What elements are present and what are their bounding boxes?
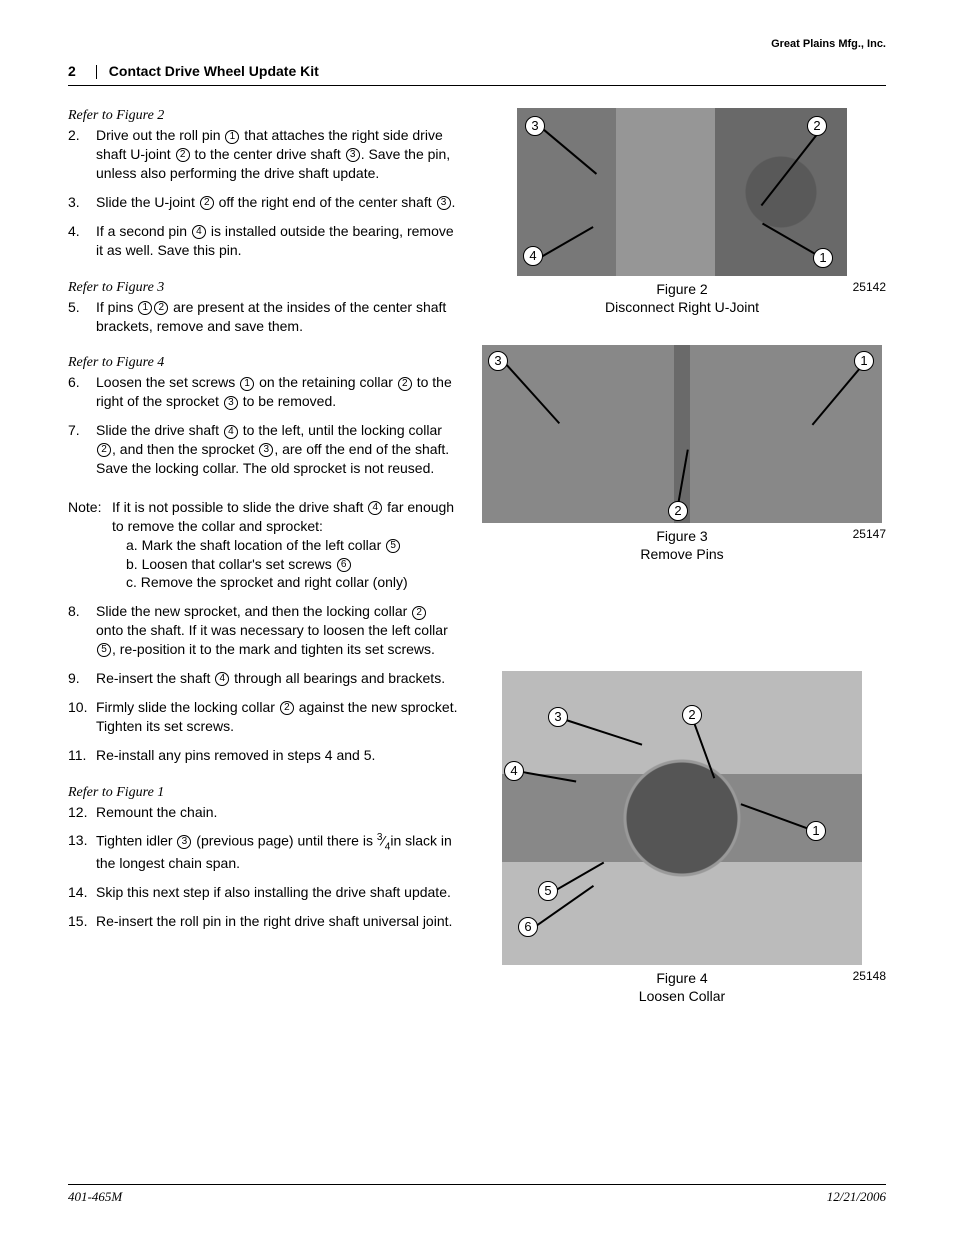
figure-image: 3 1 2 [482,345,882,523]
page-header: 2 Contact Drive Wheel Update Kit [68,63,886,79]
note-block: Note:If it is not possible to slide the … [68,498,458,592]
step-text: Slide the new sprocket, and then the loc… [96,602,458,659]
refer-line: Refer to Figure 2 [68,108,458,124]
figure-number: Figure 4 [478,969,886,987]
step-item: 3.Slide the U-joint 2 off the right end … [68,193,458,212]
header-separator [96,65,97,79]
callout-5: 5 [538,881,558,901]
step-number: 4. [68,222,96,260]
step-item: 6.Loosen the set screws 1 on the retaini… [68,373,458,411]
note-text: If it is not possible to slide the drive… [112,498,458,592]
figure-image: 3 2 4 1 56 [502,671,862,965]
step-list: 6.Loosen the set screws 1 on the retaini… [68,373,458,477]
figure-number: Figure 3 [478,527,886,545]
callout-1: 1 [854,351,874,371]
figure-number: Figure 2 [478,280,886,298]
step-number: 14. [68,883,96,902]
figure-caption: Figure 4Loosen Collar 25148 [478,969,886,1005]
step-number: 2. [68,126,96,183]
step-number: 5. [68,298,96,336]
doc-number: 401-465M [68,1189,122,1205]
footer-rule [68,1184,886,1185]
page-number: 2 [68,63,88,79]
figure-title: Disconnect Right U-Joint [478,298,886,316]
callout-2: 2 [668,501,688,521]
doc-title: Contact Drive Wheel Update Kit [109,63,319,79]
step-number: 9. [68,669,96,688]
figure-column: 3241Figure 2Disconnect Right U-Joint2514… [468,108,886,1033]
step-number: 13. [68,831,96,873]
figure-box: 3241 Figure 2Disconnect Right U-Joint 2514… [478,108,886,316]
step-text: Firmly slide the locking collar 2 agains… [96,698,458,736]
step-number: 10. [68,698,96,736]
step-number: 7. [68,421,96,478]
refer-line: Refer to Figure 4 [68,355,458,371]
step-text: Tighten idler 3 (previous page) until th… [96,831,458,873]
refer-line: Refer to Figure 1 [68,785,458,801]
step-list: 8.Slide the new sprocket, and then the l… [68,602,458,764]
step-text: Slide the drive shaft 4 to the left, unt… [96,421,458,478]
note-sub: a. Mark the shaft location of the left c… [112,536,458,555]
step-list: 2.Drive out the roll pin 1 that attaches… [68,126,458,259]
step-item: 11.Re-install any pins removed in steps … [68,746,458,765]
callout-1: 1 [806,821,826,841]
note-sub: c. Remove the sprocket and right collar … [112,573,458,592]
step-item: 10.Firmly slide the locking collar 2 aga… [68,698,458,736]
figure-code: 25142 [853,280,886,296]
step-number: 6. [68,373,96,411]
step-text: If pins 12 are present at the insides of… [96,298,458,336]
text-column: Refer to Figure 2 2.Drive out the roll pi… [68,108,468,1033]
step-item: 13.Tighten idler 3 (previous page) until… [68,831,458,873]
company-name: Great Plains Mfg., Inc. [771,38,886,50]
step-number: 3. [68,193,96,212]
figure-caption: Figure 3Remove Pins 25147 [478,527,886,563]
step-item: 7.Slide the drive shaft 4 to the left, u… [68,421,458,478]
step-number: 11. [68,746,96,765]
refer-line: Refer to Figure 3 [68,280,458,296]
step-item: 12.Remount the chain. [68,803,458,822]
step-list: 12.Remount the chain.13.Tighten idler 3 … [68,803,458,932]
step-item: 2.Drive out the roll pin 1 that attaches… [68,126,458,183]
step-text: Slide the U-joint 2 off the right end of… [96,193,458,212]
step-number: 12. [68,803,96,822]
step-item: 4.If a second pin 4 is installed outside… [68,222,458,260]
step-list: 5.If pins 12 are present at the insides … [68,298,458,336]
page-footer: 401-465M 12/21/2006 [68,1184,886,1205]
step-text: Skip this next step if also installing t… [96,883,458,902]
step-text: Remount the chain. [96,803,458,822]
step-number: 15. [68,912,96,931]
figure-box: 3 1 2 Figure 3Remove Pins 25147 [478,345,886,563]
callout-6: 6 [518,917,538,937]
figure-code: 25147 [853,527,886,543]
figure-caption: Figure 2Disconnect Right U-Joint 25142 [478,280,886,316]
step-item: 14.Skip this next step if also installin… [68,883,458,902]
doc-date: 12/21/2006 [827,1189,886,1205]
callout-3: 3 [488,351,508,371]
figure-box: 3 2 4 1 56 Figure 4Loosen Collar 25148 [478,671,886,1005]
step-text: Loosen the set screws 1 on the retaining… [96,373,458,411]
step-text: Drive out the roll pin 1 that attaches t… [96,126,458,183]
figure-title: Loosen Collar [478,987,886,1005]
step-item: 9.Re-insert the shaft 4 through all bear… [68,669,458,688]
figure-code: 25148 [853,969,886,985]
note-label: Note: [68,498,112,592]
step-text: Re-install any pins removed in steps 4 a… [96,746,458,765]
callout-4: 4 [504,761,524,781]
callout-2: 2 [682,705,702,725]
step-text: Re-insert the shaft 4 through all bearin… [96,669,458,688]
step-item: 8.Slide the new sprocket, and then the l… [68,602,458,659]
step-item: 5.If pins 12 are present at the insides … [68,298,458,336]
figure-title: Remove Pins [478,545,886,563]
step-number: 8. [68,602,96,659]
figure-image: 3241 [517,108,847,276]
step-text: If a second pin 4 is installed outside t… [96,222,458,260]
content-columns: Refer to Figure 2 2.Drive out the roll pi… [68,108,886,1033]
note-sub: b. Loosen that collar's set screws 6 [112,555,458,574]
header-rule [68,85,886,86]
callout-3: 3 [548,707,568,727]
